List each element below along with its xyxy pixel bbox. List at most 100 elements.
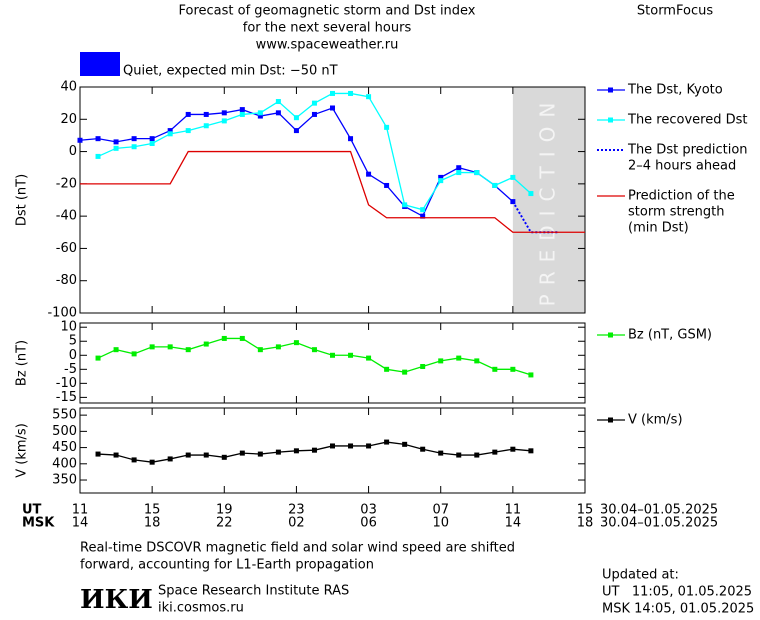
point bbox=[167, 456, 173, 462]
x-tick-label: 18 bbox=[144, 516, 161, 531]
y-tick-label: 350 bbox=[52, 473, 77, 488]
point bbox=[510, 366, 516, 372]
legend-label: V (km/s) bbox=[628, 413, 683, 428]
point bbox=[492, 366, 498, 372]
updated-time: UT 11:05, 01.05.2025 bbox=[602, 585, 752, 600]
plot-frame bbox=[79, 86, 586, 314]
point bbox=[293, 340, 299, 346]
title-line: Forecast of geomagnetic storm and Dst in… bbox=[178, 4, 475, 19]
point bbox=[366, 94, 372, 100]
point bbox=[528, 372, 534, 378]
title-line: www.spaceweather.ru bbox=[256, 38, 399, 53]
y-tick-label: -80 bbox=[56, 273, 77, 288]
legend-label: (min Dst) bbox=[628, 221, 689, 236]
x-tick-label: 06 bbox=[360, 516, 377, 531]
legend-marker bbox=[608, 87, 613, 93]
legend-marker bbox=[608, 417, 613, 423]
point bbox=[438, 178, 444, 184]
point bbox=[185, 347, 191, 353]
point bbox=[330, 352, 335, 358]
point bbox=[492, 449, 498, 455]
point bbox=[293, 115, 299, 121]
point bbox=[474, 452, 480, 458]
prediction-label: PREDICTION bbox=[535, 94, 559, 307]
site: iki.cosmos.ru bbox=[158, 601, 244, 616]
y-tick-label: -100 bbox=[47, 306, 77, 321]
point bbox=[203, 111, 209, 117]
x-tick-label: 11 bbox=[505, 503, 522, 518]
x-tick-label: 15 bbox=[577, 503, 594, 518]
point bbox=[456, 355, 462, 361]
updated-label: Updated at: bbox=[602, 568, 679, 583]
point bbox=[311, 447, 317, 453]
point bbox=[275, 344, 281, 350]
point bbox=[77, 137, 83, 143]
point bbox=[366, 171, 372, 177]
x-tick-label: 07 bbox=[432, 503, 449, 518]
point bbox=[203, 452, 209, 458]
point bbox=[221, 110, 227, 116]
point bbox=[131, 144, 137, 150]
x-tick-label: 14 bbox=[72, 516, 89, 531]
y-tick-label: 0 bbox=[69, 144, 77, 159]
y-tick-label: -20 bbox=[56, 176, 77, 191]
x-tick-label: 14 bbox=[505, 516, 522, 531]
legend-marker bbox=[608, 332, 613, 338]
point bbox=[221, 454, 227, 460]
point bbox=[257, 110, 263, 116]
series-line bbox=[79, 107, 514, 218]
y-tick-label: 0 bbox=[69, 348, 77, 363]
y-tick-label: 10 bbox=[60, 320, 77, 335]
date-range: 30.04–01.05.2025 bbox=[600, 516, 718, 531]
point bbox=[510, 174, 516, 180]
point bbox=[311, 111, 317, 117]
point bbox=[275, 110, 281, 116]
x-tick-label: 10 bbox=[432, 516, 449, 531]
point bbox=[185, 452, 191, 458]
footer-note: forward, accounting for L1-Earth propaga… bbox=[80, 558, 374, 573]
legend-label: The Dst, Kyoto bbox=[627, 83, 723, 98]
point bbox=[456, 165, 462, 171]
x-tick-label: 02 bbox=[288, 516, 305, 531]
point bbox=[528, 448, 534, 454]
point bbox=[113, 145, 119, 151]
point bbox=[131, 457, 137, 463]
point bbox=[330, 90, 335, 96]
point bbox=[456, 170, 462, 176]
y-tick-label: 40 bbox=[60, 80, 77, 95]
point bbox=[384, 182, 390, 188]
point bbox=[293, 128, 299, 134]
x-tick-label: 18 bbox=[577, 516, 594, 531]
point bbox=[167, 131, 173, 137]
point bbox=[384, 124, 390, 130]
legend-label: storm strength bbox=[628, 205, 725, 220]
y-tick-label: 500 bbox=[52, 424, 77, 439]
footer-note: Real-time DSCOVR magnetic field and sola… bbox=[80, 541, 515, 556]
point bbox=[366, 443, 372, 449]
point bbox=[221, 335, 227, 341]
point bbox=[474, 358, 480, 364]
series-line bbox=[80, 150, 585, 233]
point bbox=[221, 118, 227, 124]
status-text: Quiet, expected min Dst: −50 nT bbox=[123, 64, 338, 79]
y-axis-label: V (km/s) bbox=[15, 423, 30, 478]
point bbox=[239, 111, 245, 117]
point bbox=[149, 136, 155, 142]
legend-marker bbox=[608, 117, 613, 123]
point bbox=[420, 446, 426, 452]
point bbox=[438, 174, 444, 180]
point bbox=[348, 136, 354, 142]
point bbox=[275, 449, 281, 455]
point bbox=[402, 369, 408, 375]
plot-frame bbox=[79, 322, 586, 404]
status-swatch bbox=[80, 52, 120, 76]
point bbox=[257, 451, 263, 457]
point bbox=[167, 344, 173, 350]
legend-label: Bz (nT, GSM) bbox=[628, 328, 712, 343]
point bbox=[203, 341, 209, 347]
point bbox=[402, 441, 408, 447]
point bbox=[311, 347, 317, 353]
point bbox=[474, 170, 480, 176]
point bbox=[113, 452, 119, 458]
